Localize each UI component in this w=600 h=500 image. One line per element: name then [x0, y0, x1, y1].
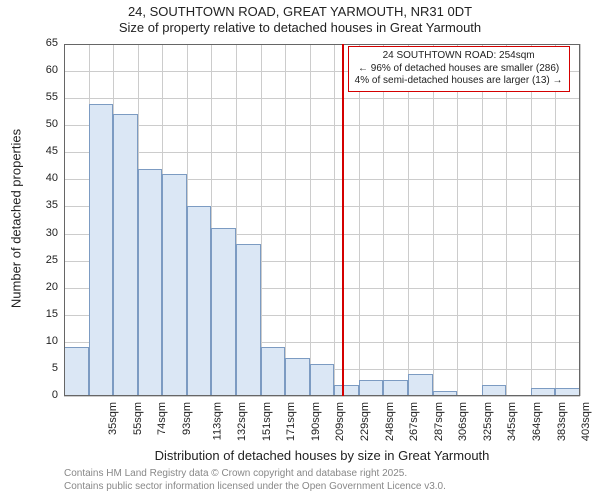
- gridline-vertical: [580, 44, 581, 396]
- x-tick-label: 171sqm: [285, 402, 297, 441]
- y-tick-label: 45: [34, 145, 58, 157]
- gridline-vertical: [482, 44, 483, 396]
- y-tick-label: 60: [34, 64, 58, 76]
- histogram-bar: [285, 358, 310, 396]
- x-tick-label: 267sqm: [408, 402, 420, 441]
- histogram-bar: [211, 228, 236, 396]
- property-marker-line: [342, 44, 344, 396]
- y-axis-label: Number of detached properties: [9, 43, 24, 395]
- gridline-vertical: [310, 44, 311, 396]
- x-tick-label: 35sqm: [107, 402, 119, 435]
- y-tick-label: 15: [34, 308, 58, 320]
- histogram-bar: [113, 114, 138, 396]
- y-tick-label: 40: [34, 172, 58, 184]
- gridline-horizontal: [64, 44, 580, 45]
- gridline-vertical: [408, 44, 409, 396]
- gridline-horizontal: [64, 152, 580, 153]
- x-tick-label: 248sqm: [384, 402, 396, 441]
- histogram-bar: [555, 388, 580, 396]
- property-annotation-box: 24 SOUTHTOWN ROAD: 254sqm← 96% of detach…: [348, 46, 570, 92]
- x-tick-label: 325sqm: [482, 402, 494, 441]
- y-tick-label: 55: [34, 91, 58, 103]
- gridline-vertical: [433, 44, 434, 396]
- gridline-horizontal: [64, 125, 580, 126]
- histogram-bar: [482, 385, 507, 396]
- histogram-bar: [162, 174, 187, 396]
- histogram-bar: [261, 347, 286, 396]
- y-tick-label: 65: [34, 37, 58, 49]
- x-tick-label: 190sqm: [310, 402, 322, 441]
- x-tick-label: 287sqm: [433, 402, 445, 441]
- x-tick-label: 229sqm: [359, 402, 371, 441]
- title-line-2: Size of property relative to detached ho…: [0, 20, 600, 36]
- histogram-bar: [531, 388, 556, 396]
- x-tick-label: 345sqm: [507, 402, 519, 441]
- footer-attribution: Contains HM Land Registry data © Crown c…: [64, 468, 446, 493]
- histogram-bar: [64, 347, 89, 396]
- annotation-line: ← 96% of detached houses are smaller (28…: [355, 63, 563, 76]
- gridline-vertical: [359, 44, 360, 396]
- title-line-1: 24, SOUTHTOWN ROAD, GREAT YARMOUTH, NR31…: [0, 4, 600, 20]
- x-tick-label: 306sqm: [457, 402, 469, 441]
- y-tick-label: 5: [34, 362, 58, 374]
- histogram-bar: [334, 385, 359, 396]
- histogram-bar: [383, 380, 408, 396]
- y-tick-label: 20: [34, 281, 58, 293]
- x-tick-label: 403sqm: [580, 402, 592, 441]
- x-tick-label: 55sqm: [132, 402, 144, 435]
- gridline-vertical: [531, 44, 532, 396]
- y-tick-label: 25: [34, 254, 58, 266]
- histogram-bar: [408, 374, 433, 396]
- x-tick-label: 113sqm: [211, 402, 223, 440]
- x-tick-label: 93sqm: [181, 402, 193, 435]
- y-tick-label: 10: [34, 335, 58, 347]
- gridline-vertical: [64, 44, 65, 396]
- x-tick-label: 209sqm: [335, 402, 347, 441]
- plot-area: [64, 44, 580, 396]
- histogram-bar: [359, 380, 384, 396]
- gridline-vertical: [285, 44, 286, 396]
- gridline-vertical: [383, 44, 384, 396]
- y-tick-label: 30: [34, 227, 58, 239]
- gridline-vertical: [261, 44, 262, 396]
- gridline-vertical: [457, 44, 458, 396]
- annotation-line: 4% of semi-detached houses are larger (1…: [355, 75, 563, 88]
- histogram-bar: [433, 391, 458, 396]
- y-tick-label: 35: [34, 199, 58, 211]
- x-tick-label: 151sqm: [261, 402, 273, 441]
- gridline-vertical: [555, 44, 556, 396]
- annotation-line: 24 SOUTHTOWN ROAD: 254sqm: [355, 50, 563, 63]
- footer-line-1: Contains HM Land Registry data © Crown c…: [64, 468, 446, 481]
- histogram-bar: [138, 169, 163, 396]
- x-tick-label: 364sqm: [531, 402, 543, 441]
- chart-title: 24, SOUTHTOWN ROAD, GREAT YARMOUTH, NR31…: [0, 4, 600, 37]
- histogram-bar: [187, 206, 212, 396]
- gridline-vertical: [334, 44, 335, 396]
- histogram-bar: [89, 104, 114, 396]
- histogram-bar: [310, 364, 335, 396]
- y-tick-label: 50: [34, 118, 58, 130]
- x-axis-label: Distribution of detached houses by size …: [64, 448, 580, 463]
- gridline-horizontal: [64, 396, 580, 397]
- footer-line-2: Contains public sector information licen…: [64, 481, 446, 494]
- gridline-vertical: [506, 44, 507, 396]
- x-tick-label: 383sqm: [556, 402, 568, 441]
- x-tick-label: 74sqm: [156, 402, 168, 435]
- y-tick-label: 0: [34, 389, 58, 401]
- gridline-horizontal: [64, 98, 580, 99]
- x-tick-label: 132sqm: [236, 402, 248, 441]
- histogram-bar: [236, 244, 261, 396]
